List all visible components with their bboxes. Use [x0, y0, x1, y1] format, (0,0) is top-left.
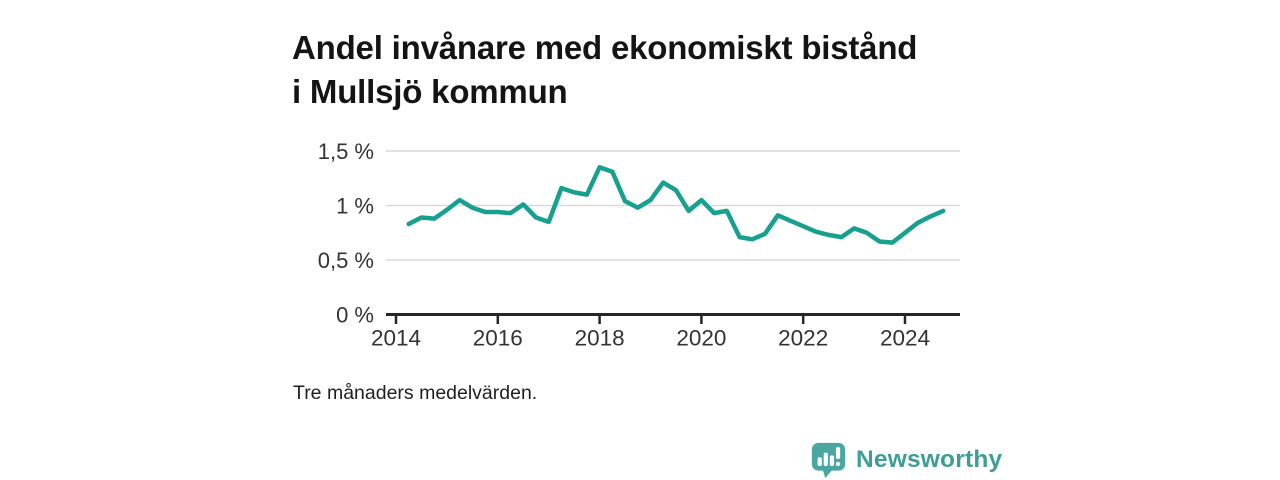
data-line: [406, 165, 946, 245]
x-axis-tick-label: 2014: [371, 326, 421, 351]
x-axis-tick-label: 2022: [778, 326, 828, 351]
y-axis-tick-label: 0 %: [336, 303, 374, 328]
y-axis-tick-label: 1,5 %: [318, 139, 374, 164]
logo-exclamation-dot: [835, 461, 841, 467]
logo-exclamation-bar: [835, 447, 841, 460]
logo-bar-1: [817, 457, 822, 467]
x-axis-tick-label: 2024: [880, 326, 930, 351]
bar-chart-speech-bubble-icon: [811, 442, 846, 479]
x-axis-tick-label: 2016: [473, 326, 523, 351]
y-axis-tick-label: 1 %: [336, 194, 374, 219]
x-axis-tick-label: 2020: [676, 326, 726, 351]
newsworthy-logo: Newsworthy: [810, 441, 1002, 479]
logo-bar-3: [829, 455, 835, 467]
speech-bubble-shape: [811, 442, 846, 479]
newsworthy-wordmark: Newsworthy: [856, 446, 1003, 473]
chart-title: Andel invånare med ekonomiskt bistånd i …: [292, 29, 918, 111]
x-axis-tick-label: 2018: [575, 326, 625, 351]
logo-bar-2: [823, 452, 828, 467]
y-axis-tick-label: 0,5 %: [318, 248, 374, 273]
chart-note: Tre månaders medelvärden.: [293, 382, 538, 404]
